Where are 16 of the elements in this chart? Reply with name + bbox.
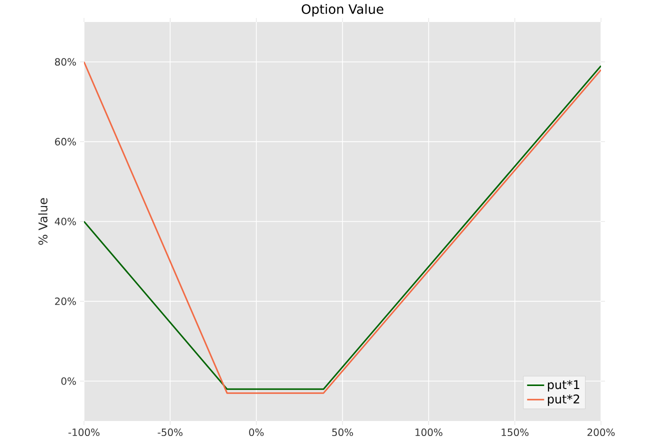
- y-tick-label: 80%: [55, 58, 76, 66]
- y-axis-title: % Value: [38, 198, 48, 245]
- x-tick-label: 150%: [502, 428, 529, 436]
- x-tick-label: 0%: [249, 428, 264, 436]
- x-tick-label: -50%: [158, 428, 182, 436]
- x-tick-label: 100%: [416, 428, 442, 436]
- y-tick-label: 20%: [55, 298, 76, 306]
- x-tick-label: -100%: [68, 428, 100, 436]
- x-tick-label: 50%: [332, 428, 354, 436]
- y-tick-label: 40%: [54, 218, 76, 226]
- x-tick-label: 200%: [587, 428, 615, 436]
- chart-title: Option Value: [302, 4, 384, 16]
- legend-label: put*1: [548, 380, 580, 392]
- legend-label: put*2: [548, 394, 580, 406]
- y-tick-label: 0%: [61, 377, 76, 385]
- y-tick-label: 60%: [55, 138, 76, 146]
